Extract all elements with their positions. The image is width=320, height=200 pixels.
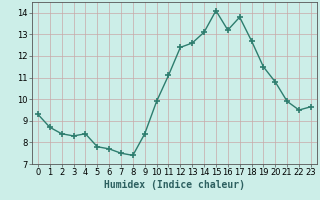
X-axis label: Humidex (Indice chaleur): Humidex (Indice chaleur) (104, 180, 245, 190)
